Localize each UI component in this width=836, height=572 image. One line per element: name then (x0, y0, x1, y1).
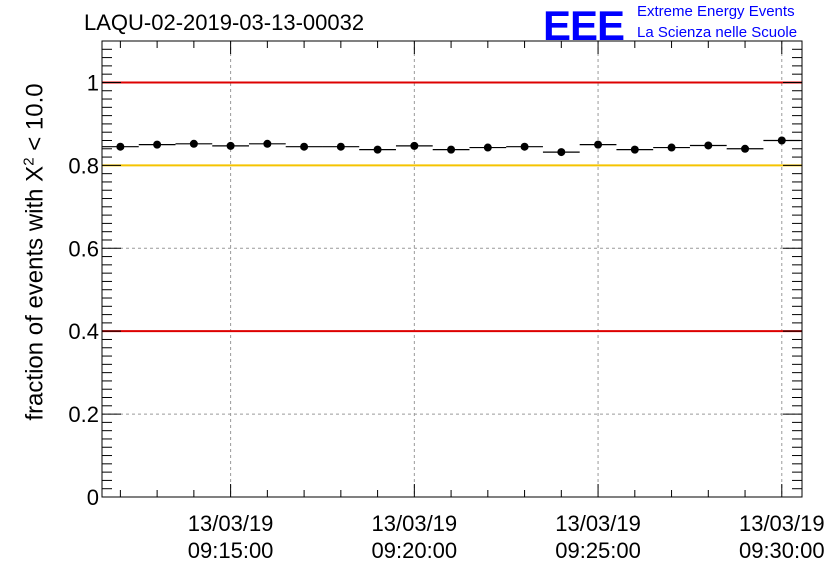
data-point (726, 144, 764, 153)
data-point (359, 145, 396, 154)
data-marker (557, 148, 566, 157)
data-marker (594, 140, 603, 149)
x-tick-label-time: 09:20:00 (372, 538, 458, 563)
data-point (653, 143, 690, 152)
data-point (616, 145, 654, 154)
data-marker (300, 142, 309, 151)
data-point (689, 141, 727, 150)
data-point (432, 145, 470, 154)
data-points (102, 136, 801, 157)
data-point (579, 140, 617, 149)
data-marker (116, 142, 125, 151)
y-tick-label: 0.4 (68, 319, 99, 344)
data-point (212, 141, 249, 150)
data-marker (153, 140, 162, 149)
data-point (102, 142, 139, 151)
tick-labels: 00.20.40.60.8113/03/1909:15:0013/03/1909… (68, 70, 824, 563)
data-marker (704, 141, 713, 150)
data-marker (630, 145, 639, 154)
x-tick-label-date: 13/03/19 (188, 511, 274, 536)
x-tick-label-time: 09:15:00 (188, 538, 274, 563)
y-tick-label: 0 (87, 485, 99, 510)
data-marker (226, 141, 235, 150)
data-point (138, 140, 176, 149)
x-tick-label-date: 13/03/19 (739, 511, 825, 536)
data-marker (777, 136, 786, 145)
data-marker (520, 142, 529, 151)
y-tick-label: 0.2 (68, 402, 99, 427)
data-point (322, 142, 360, 151)
x-tick-label-date: 13/03/19 (372, 511, 458, 536)
x-tick-label-date: 13/03/19 (555, 511, 641, 536)
data-marker (189, 139, 198, 148)
data-point (506, 142, 543, 151)
data-marker (741, 144, 750, 153)
plot-frame (101, 40, 803, 498)
axis-ticks (102, 40, 802, 498)
y-tick-label: 0.8 (68, 153, 99, 178)
data-marker (336, 142, 345, 151)
data-point (175, 139, 213, 148)
x-tick-label-time: 09:30:00 (739, 538, 825, 563)
data-marker (373, 145, 382, 154)
y-tick-label: 1 (87, 70, 99, 95)
data-point (763, 136, 801, 145)
data-marker (447, 145, 456, 154)
data-marker (483, 143, 492, 152)
data-marker (263, 139, 272, 148)
reference-lines (102, 81, 802, 333)
data-point (542, 148, 580, 157)
logo-line-2: La Scienza nelle Scuole (637, 24, 798, 41)
y-tick-label: 0.6 (68, 236, 99, 261)
grid-lines (102, 41, 802, 498)
logo-line-1: Extreme Energy Events (637, 3, 795, 20)
chart-title: LAQU-02-2019-03-13-00032 (84, 10, 365, 35)
data-point (395, 141, 433, 150)
data-marker (410, 141, 419, 150)
data-point (285, 142, 323, 151)
data-point (248, 139, 286, 148)
x-tick-label-time: 09:25:00 (555, 538, 641, 563)
data-marker (667, 143, 676, 152)
data-point (469, 143, 507, 152)
